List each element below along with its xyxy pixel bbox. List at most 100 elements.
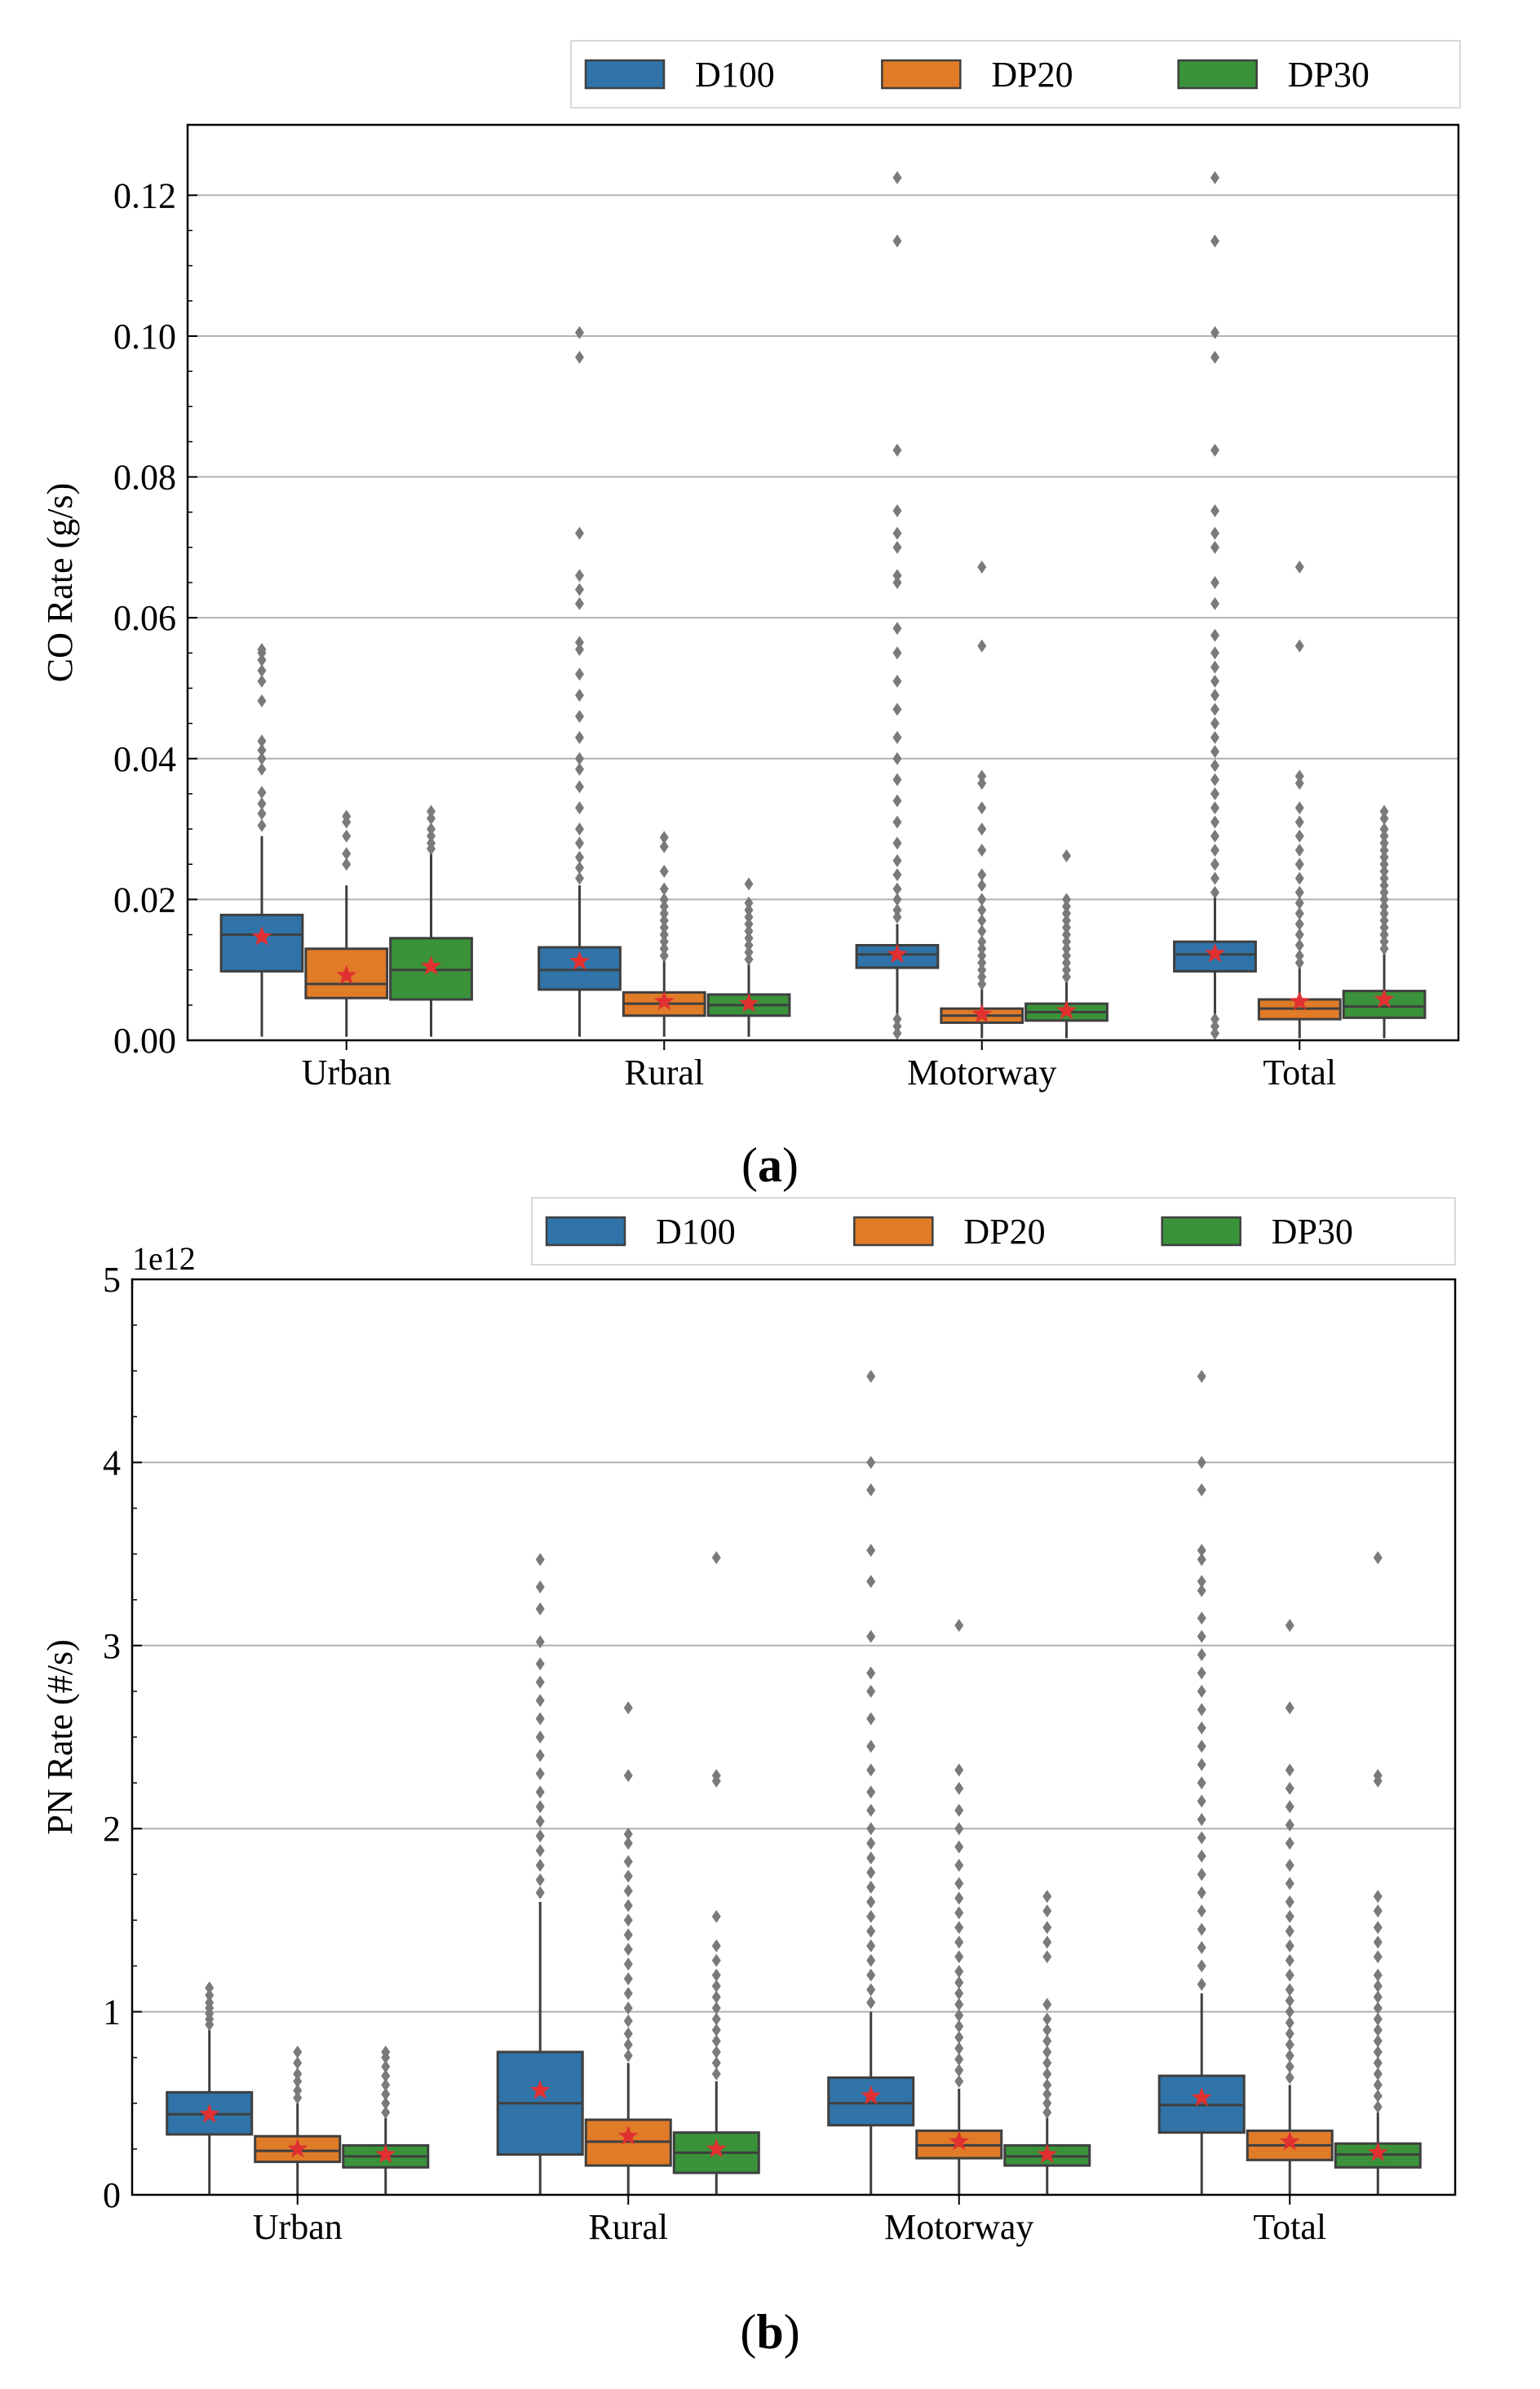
mean-marker — [199, 2103, 220, 2123]
outlier-point — [1210, 843, 1219, 857]
outlier-point — [977, 914, 987, 928]
legend-swatch — [881, 59, 962, 90]
outlier-point — [1210, 576, 1219, 589]
outlier-point — [954, 1763, 964, 1777]
outlier-point — [866, 1369, 876, 1383]
outlier-point — [1210, 773, 1219, 787]
outlier-point — [623, 1827, 633, 1841]
outlier-point — [1373, 1890, 1383, 1904]
outlier-point — [892, 569, 902, 583]
outlier-point — [574, 762, 584, 776]
legend: D100 DP20 DP30 — [570, 40, 1461, 109]
outlier-point — [1294, 871, 1304, 885]
panel-a-co-rate: Urban Rural Motorway Total 0.00 0.02 0.04 0.06 0… — [40, 40, 1461, 1093]
outlier-point — [866, 1712, 876, 1726]
mean-marker — [287, 2138, 308, 2158]
outlier-point — [866, 1851, 876, 1865]
outlier-point — [1062, 935, 1072, 949]
outlier-point — [574, 801, 584, 815]
outlier-point — [1210, 815, 1219, 829]
outlier-point — [535, 1800, 545, 1814]
outlier-point — [1285, 1994, 1294, 2008]
outlier-point — [1379, 864, 1389, 878]
outlier-point — [1285, 1895, 1294, 1908]
outlier-point — [1210, 628, 1219, 642]
outlier-point — [1062, 900, 1072, 914]
outlier-point — [1062, 956, 1072, 970]
outlier-point — [1373, 1968, 1383, 1982]
outlier-point — [711, 1979, 721, 1993]
outlier-point — [892, 526, 902, 540]
outlier-point — [977, 801, 987, 815]
legend-swatch — [1161, 1216, 1241, 1247]
outlier-point — [659, 914, 669, 928]
outlier-point — [1210, 540, 1219, 554]
outlier-point — [866, 1924, 876, 1938]
outlier-point — [866, 1456, 876, 1469]
outlier-point — [1197, 1584, 1206, 1598]
outlier-point — [1379, 871, 1389, 885]
outlier-point — [1210, 829, 1219, 843]
mean-marker — [529, 2080, 551, 2099]
outlier-point — [711, 2034, 721, 2048]
y-tick-label: 0.02 — [113, 880, 176, 920]
outlier-point — [574, 350, 584, 364]
outlier-point — [711, 1909, 721, 1923]
outlier-point — [954, 1935, 964, 1949]
outlier-point — [866, 1483, 876, 1497]
outlier-point — [744, 931, 754, 945]
outlier-point — [574, 871, 584, 885]
legend-label: DP20 — [991, 55, 1073, 95]
outlier-point — [1373, 2078, 1383, 2092]
outlier-point — [1379, 942, 1389, 955]
legend: D100 DP20 DP30 — [531, 1197, 1456, 1265]
outlier-point — [977, 924, 987, 938]
outlier-point — [535, 1844, 545, 1858]
box-total-d100 — [1173, 171, 1257, 1040]
outlier-point — [659, 928, 669, 942]
outlier-point — [1042, 1921, 1052, 1935]
outlier-point — [659, 900, 669, 914]
outlier-point — [381, 2087, 391, 2101]
box-motorway-dp20 — [940, 561, 1024, 1039]
box-total-dp20 — [1246, 1619, 1334, 2195]
outlier-point — [866, 1895, 876, 1908]
outlier-point — [866, 1996, 876, 2010]
outlier-point — [954, 1619, 964, 1633]
outlier-point — [1197, 1666, 1206, 1680]
outlier-point — [977, 769, 987, 783]
outlier-point — [977, 963, 987, 977]
outlier-point — [1379, 843, 1389, 857]
outlier-point — [1210, 326, 1219, 339]
outlier-point — [954, 1877, 964, 1890]
outlier-point — [623, 2014, 633, 2028]
legend-label: DP30 — [1288, 55, 1370, 95]
outlier-point — [711, 1968, 721, 1982]
mean-marker — [971, 1004, 993, 1023]
outlier-point — [1210, 1019, 1219, 1033]
y-axis-label: CO Rate (g/s) — [40, 483, 80, 682]
outlier-point — [1373, 1551, 1383, 1565]
outlier-point — [659, 840, 669, 853]
outlier-point — [205, 1996, 215, 2010]
outlier-point — [574, 689, 584, 703]
x-tick-label: Urban — [253, 2207, 343, 2247]
outlier-point — [257, 694, 267, 707]
outlier-point — [623, 1855, 633, 1868]
outlier-point — [1042, 1890, 1052, 1904]
outlier-point — [977, 970, 987, 984]
outlier-point — [1373, 2001, 1383, 2015]
outlier-point — [535, 1694, 545, 1708]
outlier-point — [1042, 2067, 1052, 2081]
plot-frame — [186, 123, 1460, 1042]
outlier-point — [574, 526, 584, 540]
outlier-point — [1285, 2049, 1294, 2063]
outlier-point — [954, 1891, 964, 1905]
y-tick-label: 1 — [103, 1992, 121, 2032]
mean-marker — [421, 955, 441, 975]
outlier-point — [574, 709, 584, 723]
outlier-point — [892, 853, 902, 867]
mean-marker — [1205, 942, 1225, 963]
x-tick-label: Motorway — [884, 2207, 1033, 2247]
outlier-point — [381, 2045, 391, 2059]
